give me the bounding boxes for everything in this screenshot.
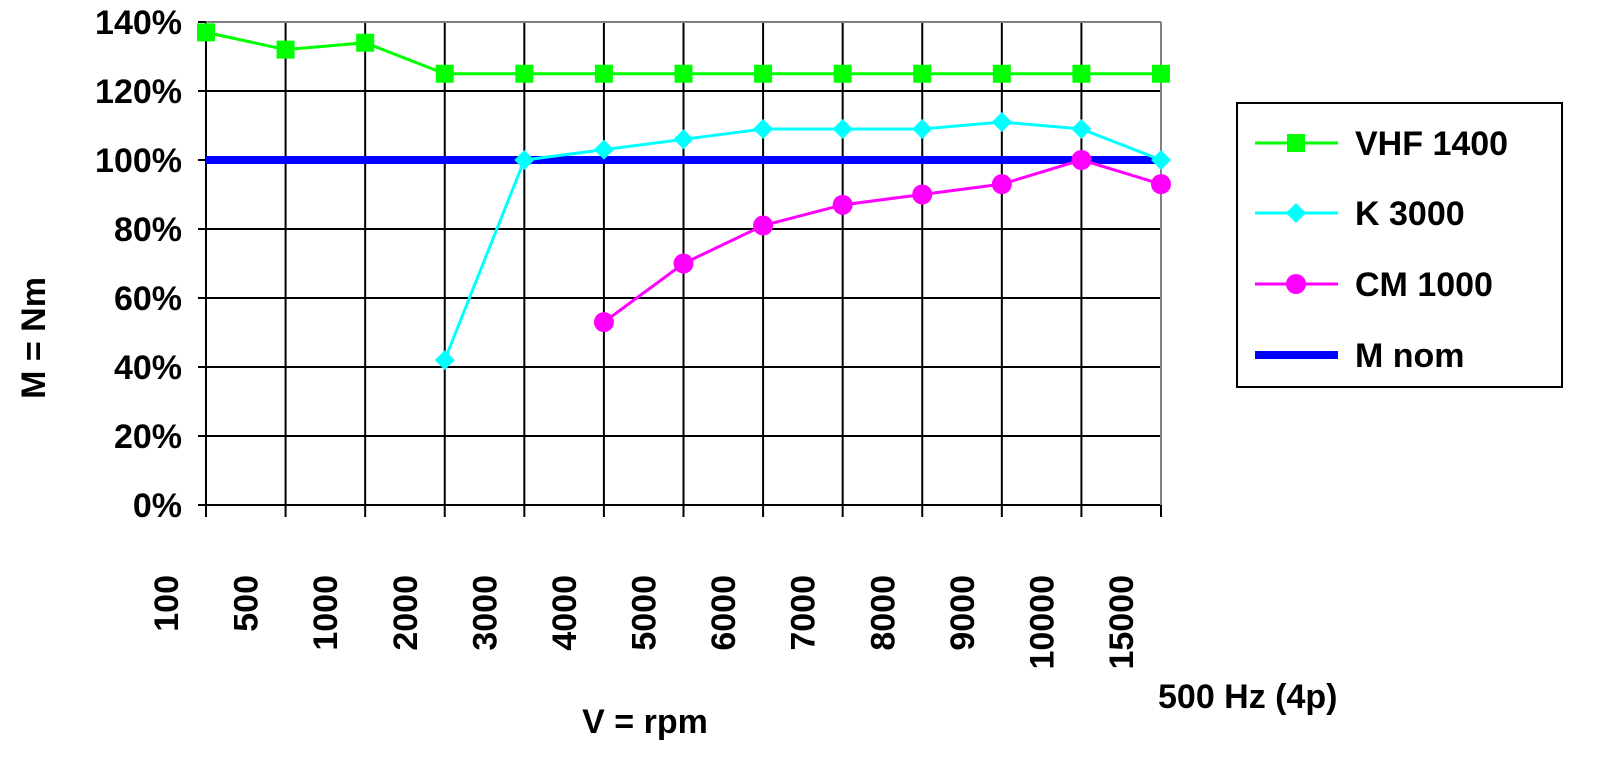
x-tick-label: 4000: [546, 575, 584, 651]
x-tick-label: 100: [148, 575, 186, 632]
cm-1000-point: [912, 184, 933, 205]
x-tick-label: 5000: [626, 575, 664, 651]
y-tick-label: 100%: [95, 142, 182, 180]
legend-swatch-marker: [1287, 134, 1305, 152]
k-3000-point: [514, 150, 535, 170]
k-3000-point: [753, 118, 774, 139]
y-tick-label: 40%: [114, 349, 182, 387]
y-tick-label: 120%: [95, 73, 182, 111]
y-tick-label: 0%: [133, 487, 182, 525]
vhf-1400-point: [435, 64, 454, 83]
vhf-1400-point: [356, 33, 375, 52]
x-tick-label: 6000: [705, 575, 743, 651]
cm-1000-line: [603, 158, 1162, 324]
legend-label: CM 1000: [1355, 266, 1493, 304]
legend-item-k-3000: K 3000: [1255, 195, 1465, 233]
vhf-1400-point: [1152, 64, 1170, 83]
vhf-1400-point: [1072, 64, 1091, 83]
y-tick-label: 60%: [114, 280, 182, 318]
x-tick-label: 15000: [1103, 575, 1141, 670]
k-3000-point: [434, 350, 455, 371]
k-3000-point: [1151, 150, 1171, 170]
k-3000-point: [593, 139, 614, 160]
series-cm-1000: [593, 150, 1171, 333]
vhf-1400-point: [674, 64, 693, 83]
cm-1000-point: [673, 253, 694, 274]
x-tick-label: 7000: [785, 575, 823, 651]
vhf-1400-point: [913, 64, 932, 83]
legend-label: VHF 1400: [1355, 125, 1508, 163]
vhf-1400-point: [276, 40, 295, 59]
y-tick-label: 20%: [114, 418, 182, 456]
k-3000-line: [443, 120, 1162, 361]
series-vhf-1400: [197, 23, 1170, 83]
cm-1000-point: [1151, 174, 1171, 195]
vhf-1400-point: [992, 64, 1011, 83]
legend-label: K 3000: [1355, 195, 1465, 233]
legend: VHF 1400 K 3000 CM 1000 M nom: [1236, 102, 1563, 388]
legend-label: M nom: [1355, 337, 1465, 375]
cm-1000-point: [1071, 150, 1092, 170]
x-axis-title: V = rpm: [582, 703, 708, 741]
x-tick-label: 9000: [944, 575, 982, 651]
legend-item-vhf-1400: VHF 1400: [1255, 125, 1508, 163]
vhf-1400-point: [515, 64, 534, 83]
x-tick-label: 2000: [387, 575, 425, 651]
y-tick-label: 80%: [114, 211, 182, 249]
y-axis-title: M = Nm: [15, 277, 53, 399]
x-tick-label: 10000: [1023, 575, 1061, 670]
k-3000-point: [832, 118, 853, 139]
legend-swatch-marker: [1286, 274, 1306, 294]
vhf-1400-point: [197, 23, 215, 42]
series-layer: [197, 23, 1171, 371]
x-tick-label: 500: [228, 575, 266, 632]
y-tick-labels: 0% 20% 40% 60% 80% 100% 120% 140%: [95, 4, 182, 525]
x-tick-label: 3000: [466, 575, 504, 651]
x-tick-labels: 100 500 1000 2000 3000 4000 5000 6000 7000 8000 90…: [148, 575, 1141, 670]
vhf-1400-point: [594, 64, 613, 83]
legend-swatch-marker: [1286, 203, 1306, 223]
series-k-3000: [434, 112, 1171, 371]
cm-1000-point: [753, 215, 774, 236]
legend-item-m-nom: M nom: [1255, 337, 1465, 375]
k-3000-point: [912, 118, 933, 139]
y-tick-label: 140%: [95, 4, 182, 42]
k-3000-point: [991, 112, 1012, 133]
legend-item-cm-1000: CM 1000: [1255, 266, 1493, 304]
vhf-1400-point: [833, 64, 852, 83]
k-3000-point: [1071, 118, 1092, 139]
cm-1000-point: [593, 312, 614, 333]
cm-1000-point: [991, 174, 1012, 195]
cm-1000-point: [832, 194, 853, 215]
x-tick-label: 8000: [864, 575, 902, 651]
frequency-annotation: 500 Hz (4p): [1158, 678, 1338, 716]
axes: [198, 21, 1162, 517]
x-tick-label: 1000: [307, 575, 345, 651]
vhf-1400-point: [754, 64, 773, 83]
k-3000-point: [673, 129, 694, 150]
